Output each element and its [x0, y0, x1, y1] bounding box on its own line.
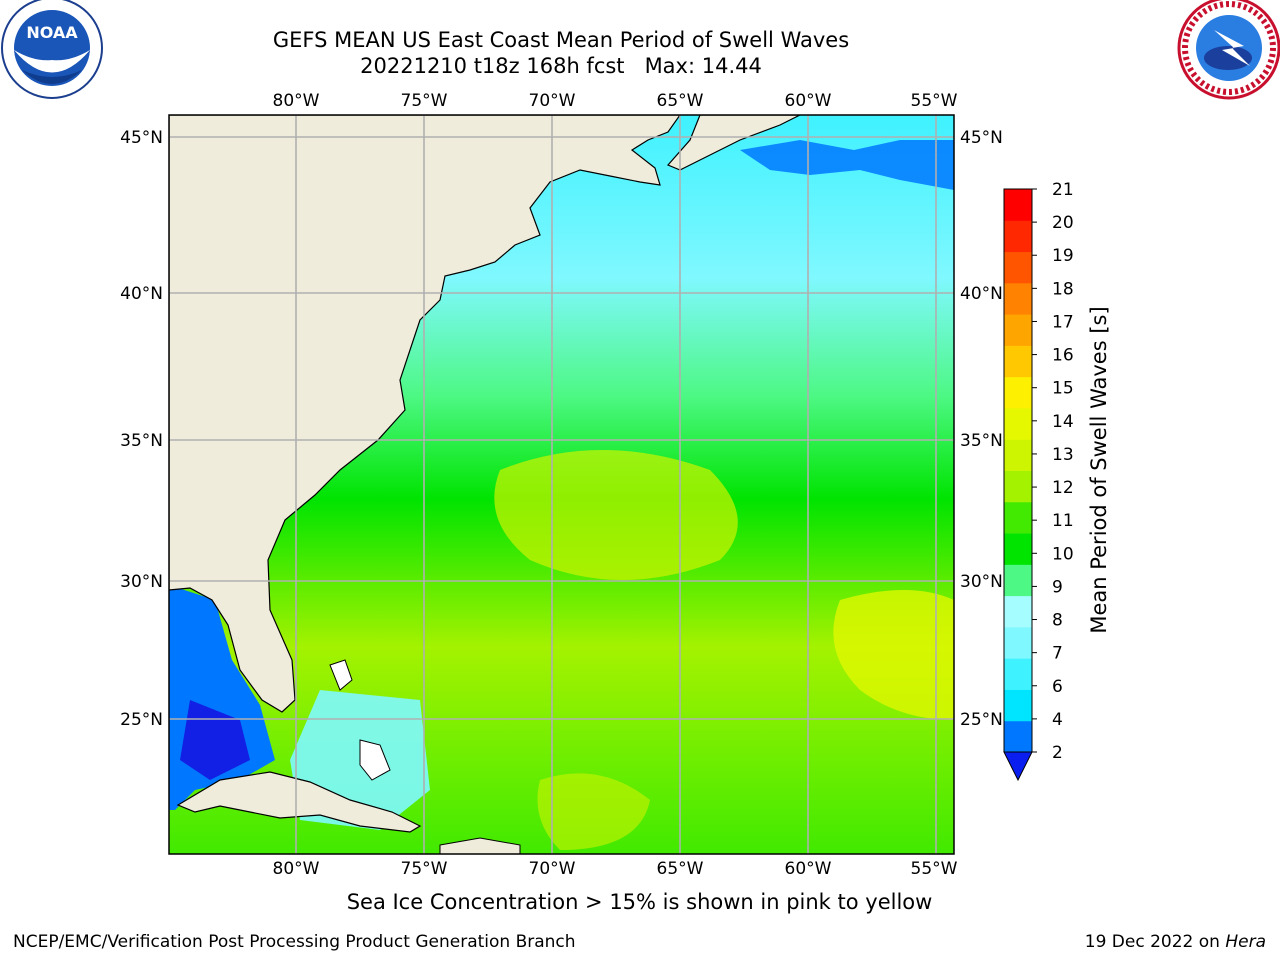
colorbar-segment — [1004, 314, 1032, 346]
colorbar-tick-label: 18 — [1052, 279, 1074, 299]
colorbar: 2 4 6 7 8 9 10 11 12 13 14 15 16 17 18 19 20 21 — [1003, 180, 1074, 782]
colorbar-extend-arrow — [1003, 751, 1033, 782]
date-text: 19 Dec 2022 on Hera — [1085, 932, 1266, 952]
nws-logo — [1177, 0, 1280, 100]
credit-text: NCEP/EMC/Verification Post Processing Pr… — [13, 932, 576, 952]
map-frame — [168, 114, 955, 855]
lat-label: 40°N — [960, 284, 1003, 304]
chart-title: GEFS MEAN US East Coast Mean Period of S… — [272, 28, 850, 52]
land-nova-scotia — [666, 115, 801, 171]
lat-label: 35°N — [960, 431, 1003, 451]
swell-high-region-east — [833, 590, 954, 720]
colorbar-tick-label: 4 — [1052, 710, 1063, 730]
colorbar-tick-label: 20 — [1052, 213, 1074, 233]
colorbar-segment — [1004, 689, 1032, 722]
colorbar-tick-label: 13 — [1052, 445, 1074, 465]
noaa-logo-text: NOAA — [26, 23, 78, 42]
lon-label: 60°W — [785, 91, 832, 111]
colorbar-tick-label: 19 — [1052, 246, 1074, 266]
colorbar-tick-label: 2 — [1052, 743, 1063, 763]
colorbar-tick-label: 17 — [1052, 312, 1074, 332]
colorbar-segment — [1004, 345, 1032, 378]
colorbar-segment — [1004, 501, 1032, 534]
colorbar-segment — [1004, 658, 1032, 690]
colorbar-tick-label: 7 — [1052, 644, 1063, 664]
colorbar-tick-label: 21 — [1052, 180, 1074, 200]
lon-label: 65°W — [657, 859, 704, 879]
land-hispaniola — [439, 837, 521, 854]
map-gridlines — [169, 115, 954, 854]
lon-label: 75°W — [401, 859, 448, 879]
lat-label: 25°N — [960, 710, 1003, 730]
lat-label: 40°N — [120, 284, 163, 304]
swell-high-region-central — [494, 450, 738, 580]
lat-label: 45°N — [120, 128, 163, 148]
sea-ice-note: Sea Ice Concentration > 15% is shown in … — [346, 890, 933, 914]
colorbar-tick-label: 11 — [1052, 511, 1074, 531]
colorbar-tick-label: 16 — [1052, 346, 1074, 366]
lon-label: 55°W — [911, 859, 958, 879]
colorbar-segment — [1004, 595, 1032, 628]
land-bahamas-south — [359, 739, 391, 781]
colorbar-segment — [1004, 407, 1032, 440]
lat-label: 25°N — [120, 710, 163, 730]
colorbar-segment — [1004, 189, 1032, 221]
colorbar-segment — [1004, 282, 1032, 315]
lon-label: 65°W — [657, 91, 704, 111]
colorbar-tick-label: 15 — [1052, 379, 1074, 399]
lat-label: 45°N — [960, 128, 1003, 148]
lon-label: 55°W — [911, 91, 958, 111]
lon-label: 80°W — [273, 859, 320, 879]
colorbar-segment — [1004, 626, 1032, 659]
lon-label: 70°W — [529, 91, 576, 111]
lat-label: 30°N — [960, 572, 1003, 592]
chart-subtitle: 20221210 t18z 168h fcst Max: 14.44 — [360, 54, 762, 78]
lon-label: 60°W — [785, 859, 832, 879]
lon-label: 70°W — [529, 859, 576, 879]
colorbar-tick-label: 12 — [1052, 478, 1074, 498]
swell-lowest-region-gulf — [180, 700, 250, 780]
colorbar-segment — [1004, 376, 1032, 409]
lat-label: 30°N — [120, 572, 163, 592]
colorbar-segment — [1004, 439, 1032, 471]
lon-label: 80°W — [273, 91, 320, 111]
colorbar-tick-label: 8 — [1052, 611, 1063, 631]
lon-label: 75°W — [401, 91, 448, 111]
lat-label: 35°N — [120, 431, 163, 451]
colorbar-segment — [1004, 220, 1032, 253]
date-label: 19 Dec 2022 on — [1084, 932, 1226, 952]
colorbar-segment — [1004, 533, 1032, 565]
swell-high-region-south — [537, 773, 650, 850]
swell-low-region-north — [740, 140, 954, 190]
colorbar-frame — [1003, 188, 1033, 753]
lat-labels-left: 45°N 40°N 35°N 30°N 25°N — [120, 128, 163, 730]
land-cuba — [176, 771, 422, 833]
lon-labels-top: 80°W 75°W 70°W 65°W 60°W 55°W — [273, 91, 958, 111]
colorbar-segment — [1004, 720, 1032, 753]
colorbar-segment — [1004, 251, 1032, 284]
lat-labels-right: 45°N 40°N 35°N 30°N 25°N — [960, 128, 1003, 730]
land-bahamas — [329, 659, 353, 691]
colorbar-tick-label: 6 — [1052, 677, 1063, 697]
noaa-logo: NOAA — [1, 0, 103, 99]
colorbar-tick-label: 10 — [1052, 544, 1074, 564]
colorbar-tick-label: 9 — [1052, 577, 1063, 597]
colorbar-tick-label: 14 — [1052, 412, 1074, 432]
colorbar-segment — [1004, 470, 1032, 503]
colorbar-title: Mean Period of Swell Waves [s] — [1087, 306, 1111, 633]
lon-labels-bottom: 80°W 75°W 70°W 65°W 60°W 55°W — [273, 859, 958, 879]
machine-name: Hera — [1225, 932, 1266, 952]
map-area — [169, 115, 954, 854]
colorbar-segment — [1004, 564, 1032, 597]
